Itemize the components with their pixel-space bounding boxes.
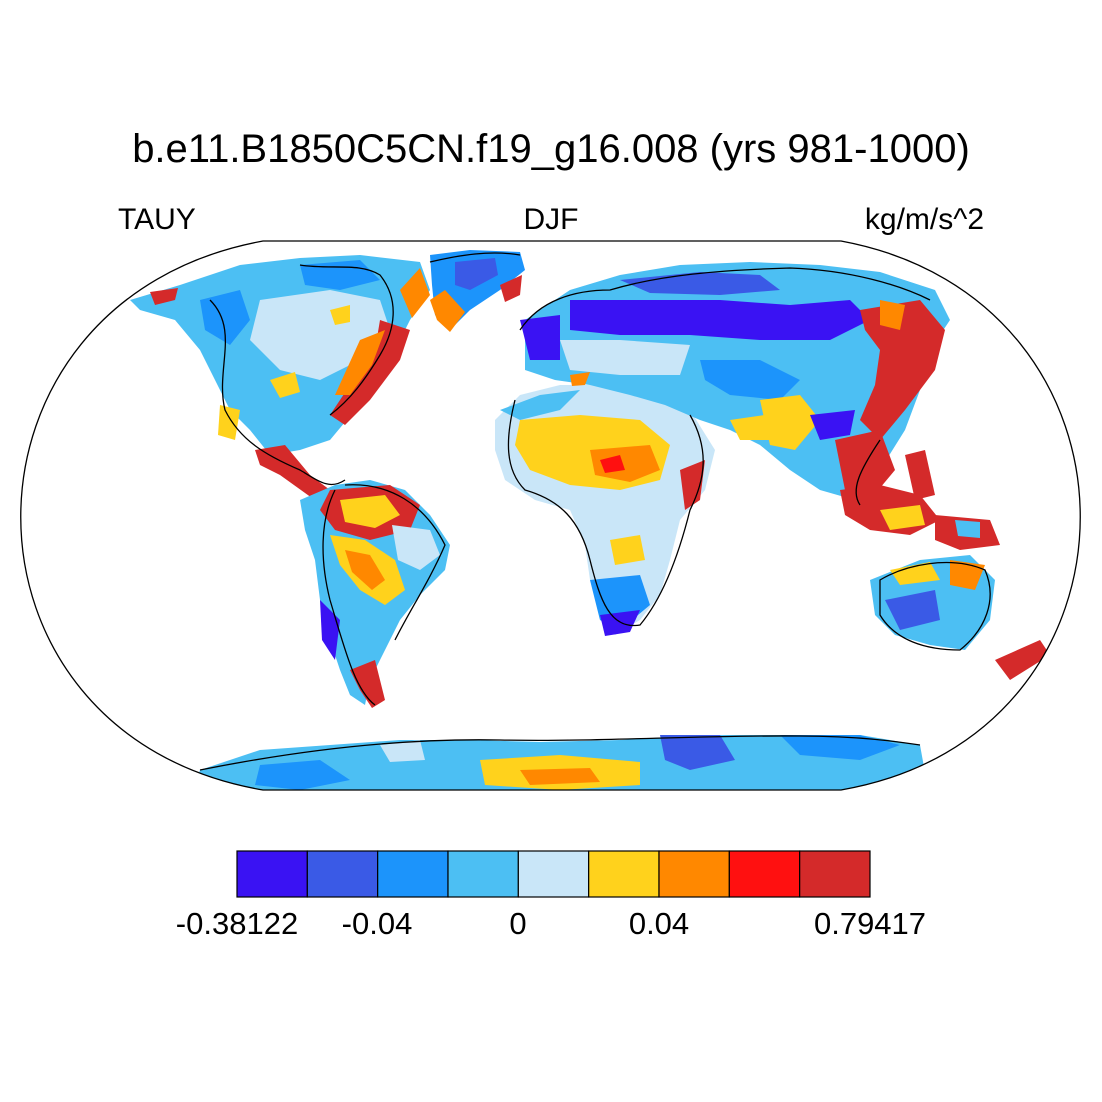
colorbar-box-5 xyxy=(588,850,660,898)
coastlines xyxy=(199,252,991,771)
units-label: kg/m/s^2 xyxy=(864,203,984,236)
colorbar-box-6 xyxy=(658,850,730,898)
colorbar-box-8 xyxy=(799,850,871,898)
land-antarctica xyxy=(190,735,930,790)
land-maritime-continent xyxy=(840,450,1000,550)
land-data-layer xyxy=(130,250,1050,790)
plot-title: b.e11.B1850C5CN.f19_g16.008 (yrs 981-100… xyxy=(132,127,970,171)
colorbar-label-2: 0 xyxy=(509,906,527,941)
land-australia xyxy=(870,555,1050,680)
land-eurasia xyxy=(520,262,950,500)
colorbar-label-4: 0.79417 xyxy=(813,906,927,941)
land-south-america xyxy=(300,480,450,708)
colorbar-box-0 xyxy=(236,850,308,898)
colorbar-box-7 xyxy=(728,850,801,898)
colorbar-label-1: -0.04 xyxy=(341,906,413,941)
season-label: DJF xyxy=(523,203,579,236)
colorbar-label-0: -0.38122 xyxy=(175,906,299,941)
colorbar-box-2 xyxy=(377,850,449,898)
land-africa xyxy=(495,385,715,636)
map-outline xyxy=(20,240,1081,791)
colorbar-box-4 xyxy=(517,850,590,898)
colorbar xyxy=(236,850,871,898)
land-north-america xyxy=(130,255,430,498)
colorbar-box-1 xyxy=(306,850,379,898)
variable-label: TAUY xyxy=(118,203,196,236)
colorbar-box-3 xyxy=(447,850,519,898)
land-greenland xyxy=(430,250,525,332)
colorbar-label-3: 0.04 xyxy=(628,906,690,941)
